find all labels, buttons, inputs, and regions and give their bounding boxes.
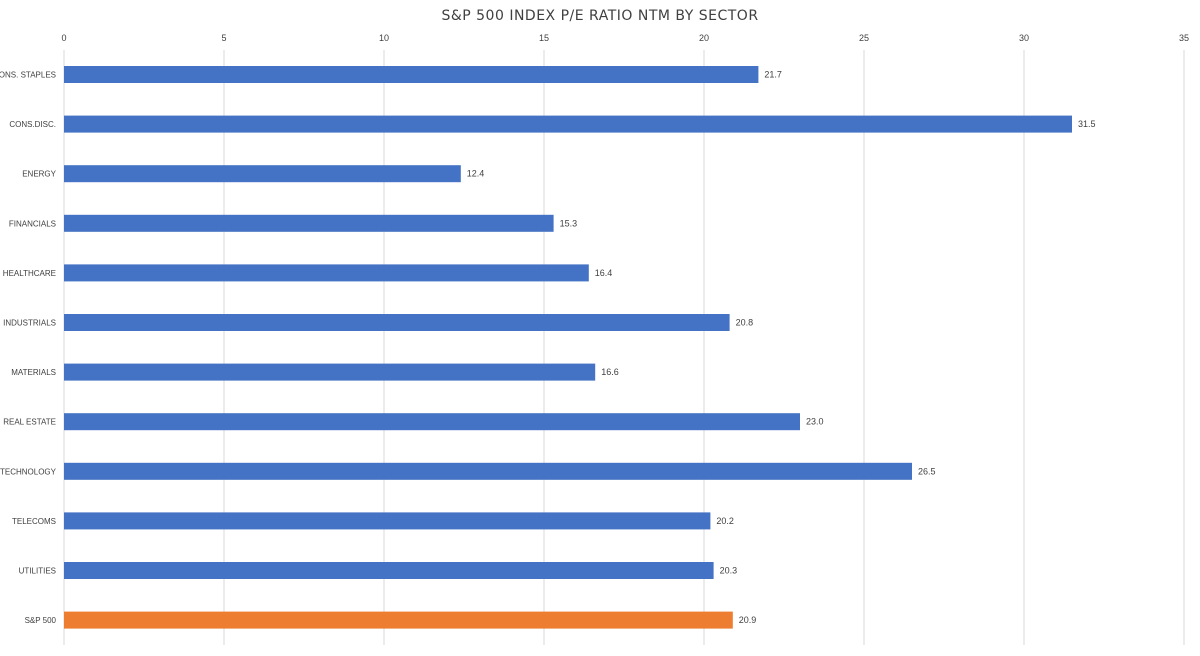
- category-label: MATERIALS: [11, 368, 56, 377]
- data-label: 15.3: [560, 218, 578, 228]
- x-axis-ticks: 0 5 10 15 20 25 30 35: [61, 33, 1189, 43]
- bar: [64, 611, 733, 629]
- x-tick-label: 30: [1019, 33, 1029, 43]
- x-tick-label: 5: [221, 33, 226, 43]
- x-tick-label: 10: [379, 33, 389, 43]
- data-label: 20.2: [716, 516, 734, 526]
- category-label: CONS. STAPLES: [0, 71, 56, 80]
- data-label: 16.6: [601, 367, 619, 377]
- category-label: HEALTHCARE: [3, 269, 56, 278]
- bar: [64, 314, 730, 331]
- data-label: 20.8: [736, 318, 754, 328]
- data-label: 12.4: [467, 169, 485, 179]
- category-label: TECHNOLOGY: [0, 467, 57, 476]
- x-tick-label: 25: [859, 33, 869, 43]
- category-labels: CONS. STAPLES CONS.DISC. ENERGY FINANCIALS H…: [0, 71, 57, 626]
- grid-lines: [63, 50, 1185, 645]
- data-label: 20.9: [739, 615, 757, 625]
- chart-title: S&P 500 INDEX P/E RATIO NTM BY SECTOR: [441, 8, 759, 24]
- category-label: S&P 500: [25, 616, 57, 625]
- category-label: FINANCIALS: [9, 219, 56, 228]
- category-label: UTILITIES: [19, 567, 56, 576]
- data-labels: 21.7 31.5 12.4 15.3 16.4 20.8 16.6 23.0 26.5 20.2…: [467, 70, 1096, 626]
- data-label: 16.4: [595, 268, 613, 278]
- data-label: 21.7: [764, 70, 782, 80]
- x-tick-label: 35: [1179, 33, 1189, 43]
- x-tick-label: 20: [699, 33, 709, 43]
- category-label: REAL ESTATE: [3, 418, 56, 427]
- data-label: 26.5: [918, 466, 936, 476]
- category-label: INDUSTRIALS: [3, 319, 56, 328]
- bar: [64, 363, 596, 381]
- bar: [64, 562, 714, 579]
- data-label: 20.3: [720, 566, 738, 576]
- data-label: 23.0: [806, 417, 824, 427]
- x-tick-label: 15: [539, 33, 549, 43]
- bar: [64, 165, 461, 183]
- category-label: CONS.DISC.: [9, 120, 56, 129]
- x-tick-label: 0: [61, 33, 66, 43]
- bar: [64, 512, 711, 530]
- bar: [64, 462, 912, 480]
- bars: [64, 66, 1072, 629]
- data-label: 31.5: [1078, 119, 1096, 129]
- bar: [64, 214, 554, 232]
- bar: [64, 264, 589, 282]
- category-label: TELECOMS: [12, 517, 56, 526]
- bar: [64, 66, 759, 83]
- bar: [64, 115, 1072, 133]
- category-label: ENERGY: [22, 170, 56, 179]
- bar: [64, 413, 800, 431]
